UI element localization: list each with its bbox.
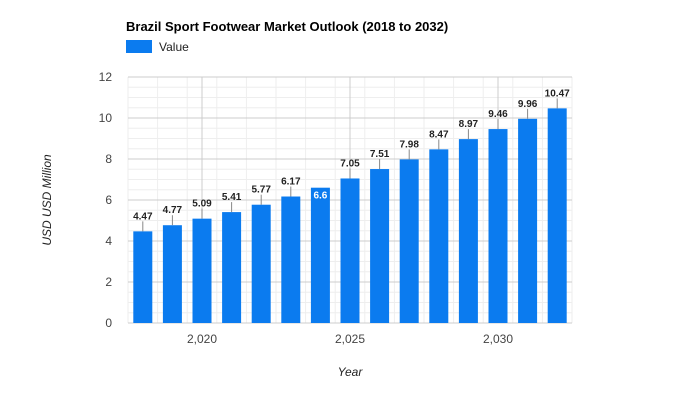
x-axis-ticks: 2,020 2,025 2,030 [187,332,513,346]
bar-2023[interactable] [281,196,301,323]
data-label-2018: 4.47 [133,211,153,222]
data-label-2022: 5.77 [251,185,271,196]
data-label-2026: 7.51 [370,149,390,160]
x-tick-label: 2,030 [483,332,513,346]
y-tick-label: 6 [105,193,112,207]
data-label-2024: 6.6 [313,191,327,202]
chart-title: Brazil Sport Footwear Market Outlook (20… [126,19,448,34]
bar-2029[interactable] [458,139,478,323]
data-label-2030: 9.46 [488,109,508,120]
y-tick-label: 4 [105,234,112,248]
bar-2019[interactable] [162,225,182,323]
x-tick-label: 2,025 [335,332,365,346]
y-tick-label: 10 [99,111,113,125]
x-tick-label: 2,020 [187,332,217,346]
legend-label-value: Value [159,40,189,54]
data-label-2025: 7.05 [340,158,360,169]
legend[interactable]: Value [126,40,189,54]
y-axis-ticks: 0 2 4 6 8 10 12 [99,70,113,330]
bar-2032[interactable] [547,108,567,324]
legend-swatch [126,40,152,53]
bar-2021[interactable] [222,212,242,323]
bar-2025[interactable] [340,178,360,323]
bars [133,108,567,324]
bar-2028[interactable] [429,149,449,323]
bar-2026[interactable] [370,169,390,323]
data-label-2023: 6.17 [281,177,301,188]
y-tick-label: 0 [105,316,112,330]
y-tick-label: 2 [105,275,112,289]
bar-2022[interactable] [251,204,271,323]
data-label-2027: 7.98 [399,139,419,150]
x-axis-label: Year [338,365,364,379]
bar-2024[interactable] [310,187,330,323]
data-label-2019: 4.77 [163,205,183,216]
bar-2027[interactable] [399,159,419,323]
data-label-2021: 5.41 [222,192,242,203]
bar-2031[interactable] [518,118,538,323]
data-label-2020: 5.09 [192,199,212,210]
bar-2030[interactable] [488,129,508,323]
bar-2018[interactable] [133,231,153,323]
y-axis-label: USD USD Million [40,154,54,246]
data-label-2032: 10.47 [545,88,570,99]
data-label-2031: 9.96 [518,99,538,110]
y-tick-label: 12 [99,70,113,84]
data-label-2029: 8.97 [459,119,479,130]
y-tick-label: 8 [105,152,112,166]
bar-2020[interactable] [192,218,212,323]
data-label-2028: 8.47 [429,129,449,140]
data-labels: 4.47 4.77 5.09 5.41 5.77 6.17 6.6 7.05 7.51 7.98 8… [133,88,570,232]
